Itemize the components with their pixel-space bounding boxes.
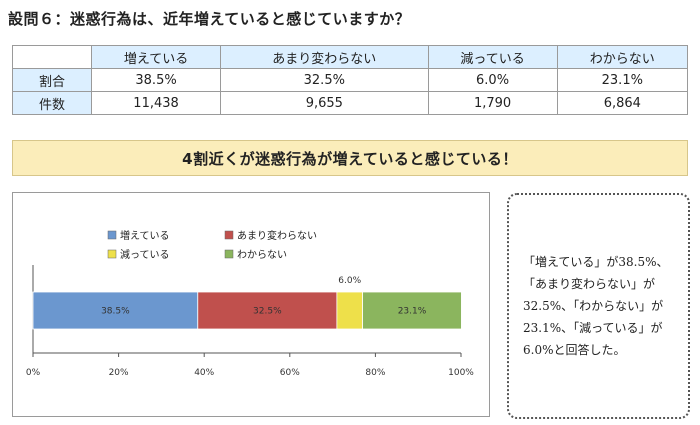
table-cell: 1,790 <box>427 91 558 115</box>
table-row: 件数 11,438 9,655 1,790 6,864 <box>12 91 689 115</box>
legend-swatch <box>107 249 117 259</box>
table-cell: 38.5% <box>90 68 222 92</box>
table-header-cell: わからない <box>556 45 689 69</box>
legend-swatch <box>224 230 234 240</box>
x-tick-label: 60% <box>280 368 300 378</box>
table-row-label: 件数 <box>12 91 92 115</box>
legend-label: あまり変わらない <box>237 229 317 242</box>
bar-data-label: 23.1% <box>398 307 427 317</box>
legend-label: 減っている <box>120 248 170 261</box>
bar-segment <box>197 291 338 330</box>
bar-data-label: 6.0% <box>338 276 361 286</box>
table-cell: 23.1% <box>556 68 689 92</box>
bar-data-label: 38.5% <box>101 307 130 317</box>
table-cell: 6,864 <box>556 91 689 115</box>
table-row: 割合 38.5% 32.5% 6.0% 23.1% <box>12 68 689 92</box>
page-title: 設問６：迷惑行為は、近年増えていると感じていますか？ <box>8 10 411 28</box>
chart-panel: 増えている あまり変わらない減っている わからない 0% 20% 40% 60% 80% 100… <box>12 192 490 417</box>
bar-segment <box>336 291 363 330</box>
x-tick-label: 20% <box>109 368 129 378</box>
x-tick-label: 100% <box>448 368 474 378</box>
summary-note-box: 「増えている」が38.5%、「あまり変わらない」が32.5%、「わからない」が2… <box>507 193 690 419</box>
results-table: 増えている あまり変わらない 減っている わからない 割合 38.5% 32.5… <box>12 45 689 115</box>
legend-label: わからない <box>237 249 287 261</box>
bar-segment <box>362 291 462 330</box>
summary-note: 「増えている」が38.5%、「あまり変わらない」が32.5%、「わからない」が2… <box>523 255 669 357</box>
x-tick-label: 0% <box>26 368 41 378</box>
highlight-banner: 4割近くが迷惑行為が増えていると感じている！ <box>12 140 688 176</box>
table-cell: 9,655 <box>220 91 429 115</box>
legend-swatch <box>107 230 117 240</box>
table-cell: 11,438 <box>90 91 222 115</box>
legend-swatch <box>224 249 234 259</box>
x-tick-label: 40% <box>194 368 214 378</box>
table-cell: 6.0% <box>427 68 558 92</box>
bar-segment <box>32 291 199 330</box>
table-cell: 32.5% <box>220 68 429 92</box>
table-header-cell: あまり変わらない <box>220 45 429 69</box>
legend-label: 増えている <box>120 229 170 242</box>
table-header-row: 増えている あまり変わらない 減っている わからない <box>12 45 689 69</box>
table-header-cell: 減っている <box>427 45 558 69</box>
x-tick-label: 80% <box>365 368 385 378</box>
table-corner-cell <box>12 45 92 69</box>
bar-data-label: 32.5% <box>253 307 282 317</box>
table-header-cell: 増えている <box>90 45 222 69</box>
table-row-label: 割合 <box>12 68 92 92</box>
